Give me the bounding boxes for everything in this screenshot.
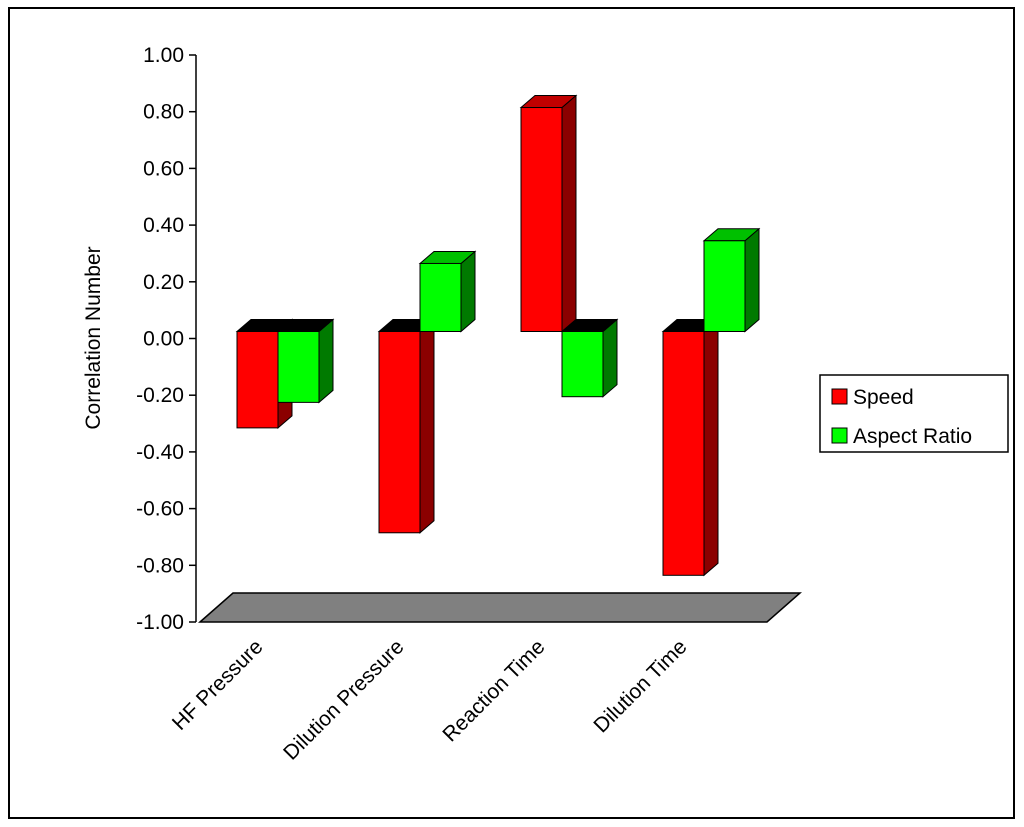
bar-front-face: [236, 331, 279, 429]
y-tick-label: 0.00: [143, 328, 184, 351]
y-tick-label: 0.40: [143, 214, 184, 237]
bar-front-face: [561, 331, 604, 398]
bar-side-face: [703, 318, 719, 577]
bar-side-face: [561, 94, 577, 333]
category-label-reaction-time: Reaction Time: [438, 635, 549, 746]
y-tick-label: -0.40: [136, 441, 184, 464]
bar-front-face: [277, 331, 320, 403]
legend-swatch-speed: [831, 388, 848, 405]
legend-swatch-aspect-ratio: [831, 427, 848, 444]
floor-plane: [198, 592, 802, 623]
bar-speed-dilution-time: [661, 318, 720, 577]
y-tick-label: -1.00: [136, 611, 184, 634]
bar-side-face: [460, 250, 476, 333]
y-tick-label: -0.20: [136, 384, 184, 407]
category-label-dilution-pressure: Dilution Pressure: [279, 635, 408, 764]
bar-side-face: [602, 318, 618, 398]
bar-aspect-ratio-dilution-pressure: [418, 250, 477, 333]
bar-front-face: [378, 331, 421, 534]
bars: [235, 94, 761, 577]
legend-box: [819, 374, 1009, 453]
y-axis: 1.00 0.80 0.60 0.40 0.20 0.00 -0.20 -0.40 -0.60 -…: [136, 44, 197, 634]
chart-floor: [198, 592, 802, 623]
legend-label-speed: Speed: [853, 386, 914, 409]
legend-label-aspect-ratio: Aspect Ratio: [853, 425, 972, 448]
y-tick-label: -0.80: [136, 554, 184, 577]
bar-front-face: [662, 331, 705, 576]
bar-side-face: [318, 318, 334, 404]
y-axis-title: Correlation Number: [82, 246, 105, 429]
bar-side-face: [744, 227, 760, 333]
y-tick-label: 0.80: [143, 101, 184, 124]
y-tick-label: 0.60: [143, 157, 184, 180]
category-label-hf-pressure: HF Pressure: [168, 635, 268, 735]
bar-aspect-ratio-dilution-time: [702, 227, 761, 333]
bar-front-face: [419, 262, 462, 332]
bar-side-face: [419, 318, 435, 534]
category-labels: HF Pressure Dilution Pressure Reaction Tim…: [168, 635, 692, 764]
bar-aspect-ratio-reaction-time: [560, 318, 619, 398]
bar-speed-reaction-time: [519, 94, 578, 333]
bar-speed-dilution-pressure: [377, 318, 436, 534]
bar-aspect-ratio-hf-pressure: [276, 318, 335, 404]
y-tick-label: -0.60: [136, 498, 184, 521]
y-tick-label: 0.20: [143, 271, 184, 294]
bar-front-face: [703, 240, 746, 332]
y-tick-label: 1.00: [143, 44, 184, 67]
bar-front-face: [520, 107, 563, 332]
category-label-dilution-time: Dilution Time: [589, 635, 691, 737]
legend: Speed Aspect Ratio: [819, 374, 1009, 453]
